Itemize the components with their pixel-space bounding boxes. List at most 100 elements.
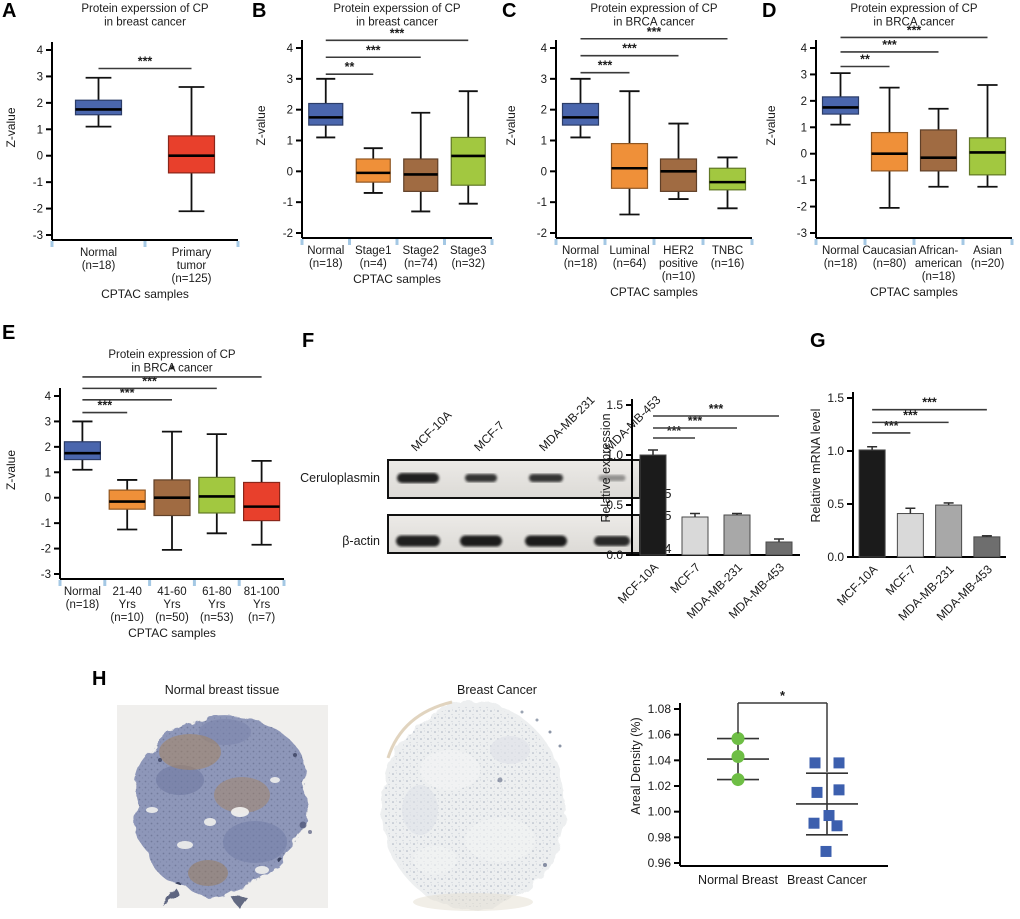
significance-stars: *** bbox=[647, 25, 662, 39]
box bbox=[968, 137, 1007, 176]
box bbox=[919, 129, 958, 172]
x-group-label: Breast Cancer bbox=[787, 873, 867, 887]
significance-stars: *** bbox=[907, 23, 922, 37]
y-tick-label: -3 bbox=[41, 569, 51, 581]
x-group-label: Yrs bbox=[119, 599, 137, 611]
y-tick-label: 1.5 bbox=[827, 391, 844, 405]
x-axis-label: CPTAC samples bbox=[101, 287, 189, 301]
lane-label: MDA-MB-231 bbox=[536, 393, 598, 455]
boxplot-d: Protein expression of CP in BRCA cancer -3… bbox=[764, 3, 1014, 299]
significance-stars: *** bbox=[120, 386, 135, 400]
histology-images: Normal breast tissue Breast Cancer bbox=[117, 683, 565, 911]
y-tick-label: 1.02 bbox=[648, 779, 672, 793]
significance-stars: ** bbox=[345, 60, 355, 74]
x-group-label: (n=32) bbox=[451, 258, 485, 270]
bar bbox=[935, 504, 963, 558]
box bbox=[870, 131, 909, 172]
data-point-square bbox=[833, 784, 845, 796]
protein-band bbox=[529, 474, 563, 482]
data-point-circle bbox=[731, 749, 745, 763]
x-group-label: Asian bbox=[973, 245, 1002, 257]
y-axis-label: Z-value bbox=[4, 107, 18, 147]
data-point-square bbox=[811, 786, 823, 798]
panel-letter-b: B bbox=[252, 0, 267, 22]
x-group-label: 81-100 bbox=[244, 586, 280, 598]
y-tick-label: 0.0 bbox=[606, 548, 623, 562]
y-tick-label: 1 bbox=[801, 122, 807, 134]
histology-image-cancer bbox=[381, 700, 565, 911]
significance-stars: *** bbox=[688, 414, 703, 428]
blot-box bbox=[387, 514, 641, 554]
y-tick-label: 1.0 bbox=[606, 448, 623, 462]
y-tick-label: 1 bbox=[541, 136, 547, 148]
data-point-square bbox=[823, 810, 835, 822]
box bbox=[659, 158, 698, 192]
y-tick-label: 0.0 bbox=[827, 550, 844, 564]
y-tick-label: -1 bbox=[797, 175, 807, 187]
chart-title-line: Protein experssion of CP bbox=[81, 3, 209, 15]
bar bbox=[723, 514, 751, 556]
y-tick-label: 1.08 bbox=[648, 702, 672, 716]
bar bbox=[765, 541, 793, 556]
data-point-square bbox=[831, 820, 843, 832]
box bbox=[561, 102, 600, 126]
y-tick-label: 0 bbox=[37, 151, 43, 163]
x-group-label: (n=125) bbox=[172, 273, 212, 285]
y-tick-label: -1 bbox=[537, 197, 547, 209]
x-group-label: (n=18) bbox=[824, 258, 858, 270]
y-tick-label: -1 bbox=[283, 197, 293, 209]
y-tick-label: 3 bbox=[287, 74, 293, 86]
box bbox=[308, 102, 344, 126]
x-group-label: (n=18) bbox=[82, 260, 116, 272]
x-axis-label: CPTAC samples bbox=[128, 626, 216, 640]
y-tick-label: -2 bbox=[797, 202, 807, 214]
y-tick-label: 0 bbox=[287, 166, 293, 178]
blot-row-label: β-actin bbox=[342, 534, 380, 548]
box bbox=[355, 158, 391, 183]
x-group-label: Stage2 bbox=[403, 245, 439, 257]
y-tick-label: 4 bbox=[287, 43, 294, 55]
y-tick-label: 0.5 bbox=[827, 497, 844, 511]
barchart-g: 0.0 0.5 1.0 1.5 Relative mRNA level MCF-10A MC… bbox=[809, 391, 1006, 624]
x-category-label: MCF-10A bbox=[615, 560, 661, 606]
chart-title-line: in BRCA cancer bbox=[131, 363, 212, 375]
boxplot-e: Protein expression of CP in BRCA cancer -3… bbox=[4, 349, 286, 640]
panel-letter-h: H bbox=[92, 668, 107, 690]
panel-g-barchart: G 0.0 0.5 1.0 1.5 Relative mRNA level MCF-10A… bbox=[808, 330, 1020, 642]
significance-stars: *** bbox=[98, 399, 113, 413]
significance-stars: *** bbox=[622, 42, 637, 56]
x-group-label: american bbox=[915, 258, 962, 270]
y-tick-label: -2 bbox=[283, 228, 293, 240]
chart-title-line: Protein expression of CP bbox=[108, 349, 236, 361]
boxplot-c: Protein expression of CP in BRCA cancer -2… bbox=[504, 3, 754, 299]
x-group-label: Yrs bbox=[163, 599, 181, 611]
panel-letter-d: D bbox=[762, 0, 777, 22]
y-axis-label: Z-value bbox=[504, 105, 518, 145]
box bbox=[167, 135, 216, 174]
y-tick-label: 1 bbox=[37, 124, 43, 136]
y-tick-label: -3 bbox=[797, 228, 807, 240]
x-group-label: Caucasian bbox=[862, 245, 916, 257]
bar bbox=[858, 449, 886, 558]
y-tick-label: 1 bbox=[287, 136, 293, 148]
x-group-label: (n=20) bbox=[971, 258, 1005, 270]
protein-band bbox=[598, 475, 626, 481]
box bbox=[63, 441, 102, 461]
x-group-label: (n=10) bbox=[662, 271, 696, 283]
x-group-label: Normal bbox=[307, 245, 344, 257]
chart-title-line: in BRCA cancer bbox=[613, 17, 694, 29]
blot-row-label: Ceruloplasmin bbox=[300, 471, 380, 485]
significance-stars: *** bbox=[709, 402, 724, 416]
significance-stars: *** bbox=[922, 396, 937, 410]
y-axis-label: Z-value bbox=[764, 105, 778, 145]
y-tick-label: 2 bbox=[287, 105, 293, 117]
panel-a-boxplot: A Protein experssion of CP in breast canc… bbox=[0, 0, 250, 318]
y-tick-label: 2 bbox=[37, 98, 43, 110]
histology-image-normal bbox=[117, 705, 328, 909]
x-axis-label: CPTAC samples bbox=[353, 272, 441, 286]
x-category-label: MCF-10A bbox=[834, 562, 880, 608]
y-axis-label: Relative mRNA level bbox=[809, 409, 823, 523]
x-group-label: (n=10) bbox=[110, 612, 144, 624]
